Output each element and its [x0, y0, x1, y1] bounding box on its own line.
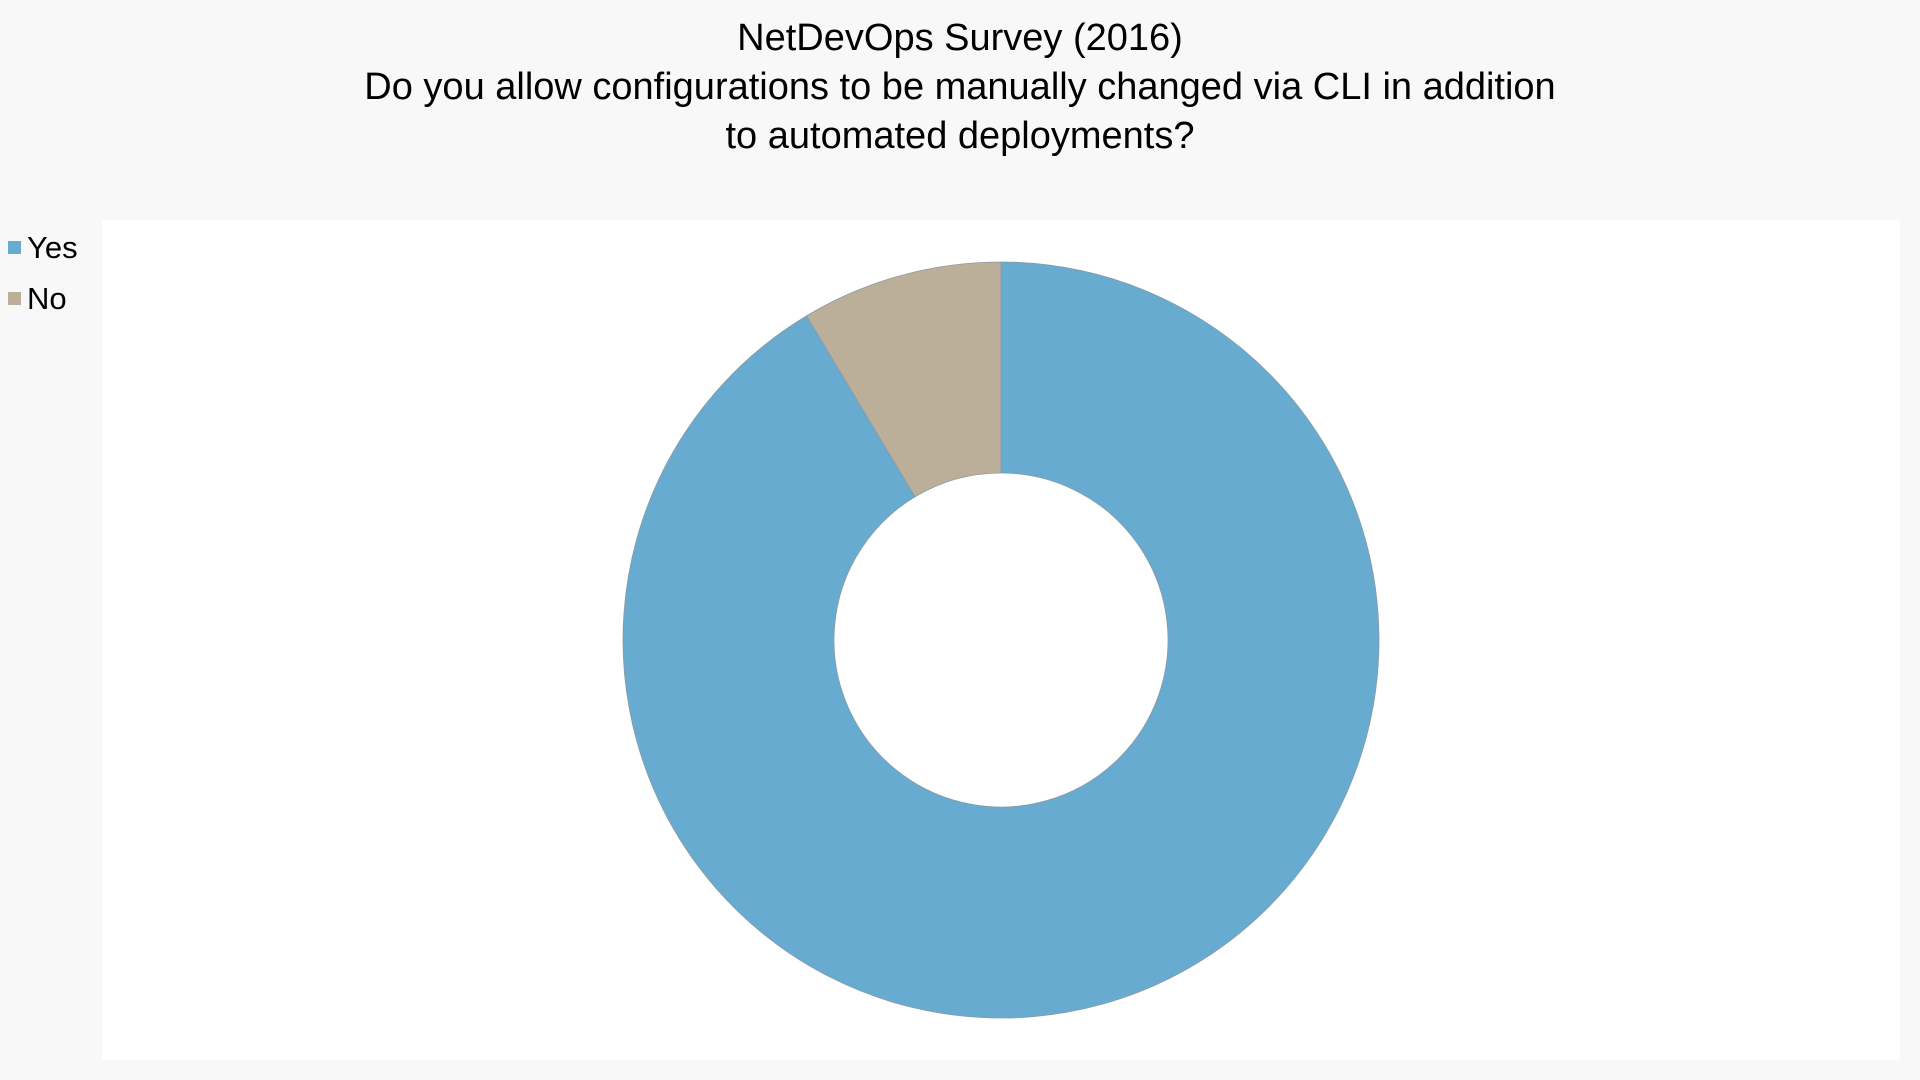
donut-slice-yes — [622, 261, 1380, 1019]
chart-title-line-1: NetDevOps Survey (2016) — [737, 17, 1183, 59]
chart-title-line-3: to automated deployments? — [725, 115, 1195, 157]
legend-item-no: No — [8, 273, 78, 324]
chart-title-line-2: Do you allow configurations to be manual… — [364, 66, 1556, 108]
legend-label-no: No — [27, 280, 67, 316]
plot-area — [102, 220, 1900, 1060]
donut-slice-no — [805, 261, 1002, 498]
legend-label-yes: Yes — [27, 229, 78, 265]
donut-chart — [622, 261, 1380, 1019]
legend-item-yes: Yes — [8, 222, 78, 273]
legend: Yes No — [8, 222, 78, 324]
legend-swatch-no — [8, 292, 21, 305]
chart-title: NetDevOps Survey (2016) Do you allow con… — [0, 14, 1920, 161]
legend-swatch-yes — [8, 241, 21, 254]
